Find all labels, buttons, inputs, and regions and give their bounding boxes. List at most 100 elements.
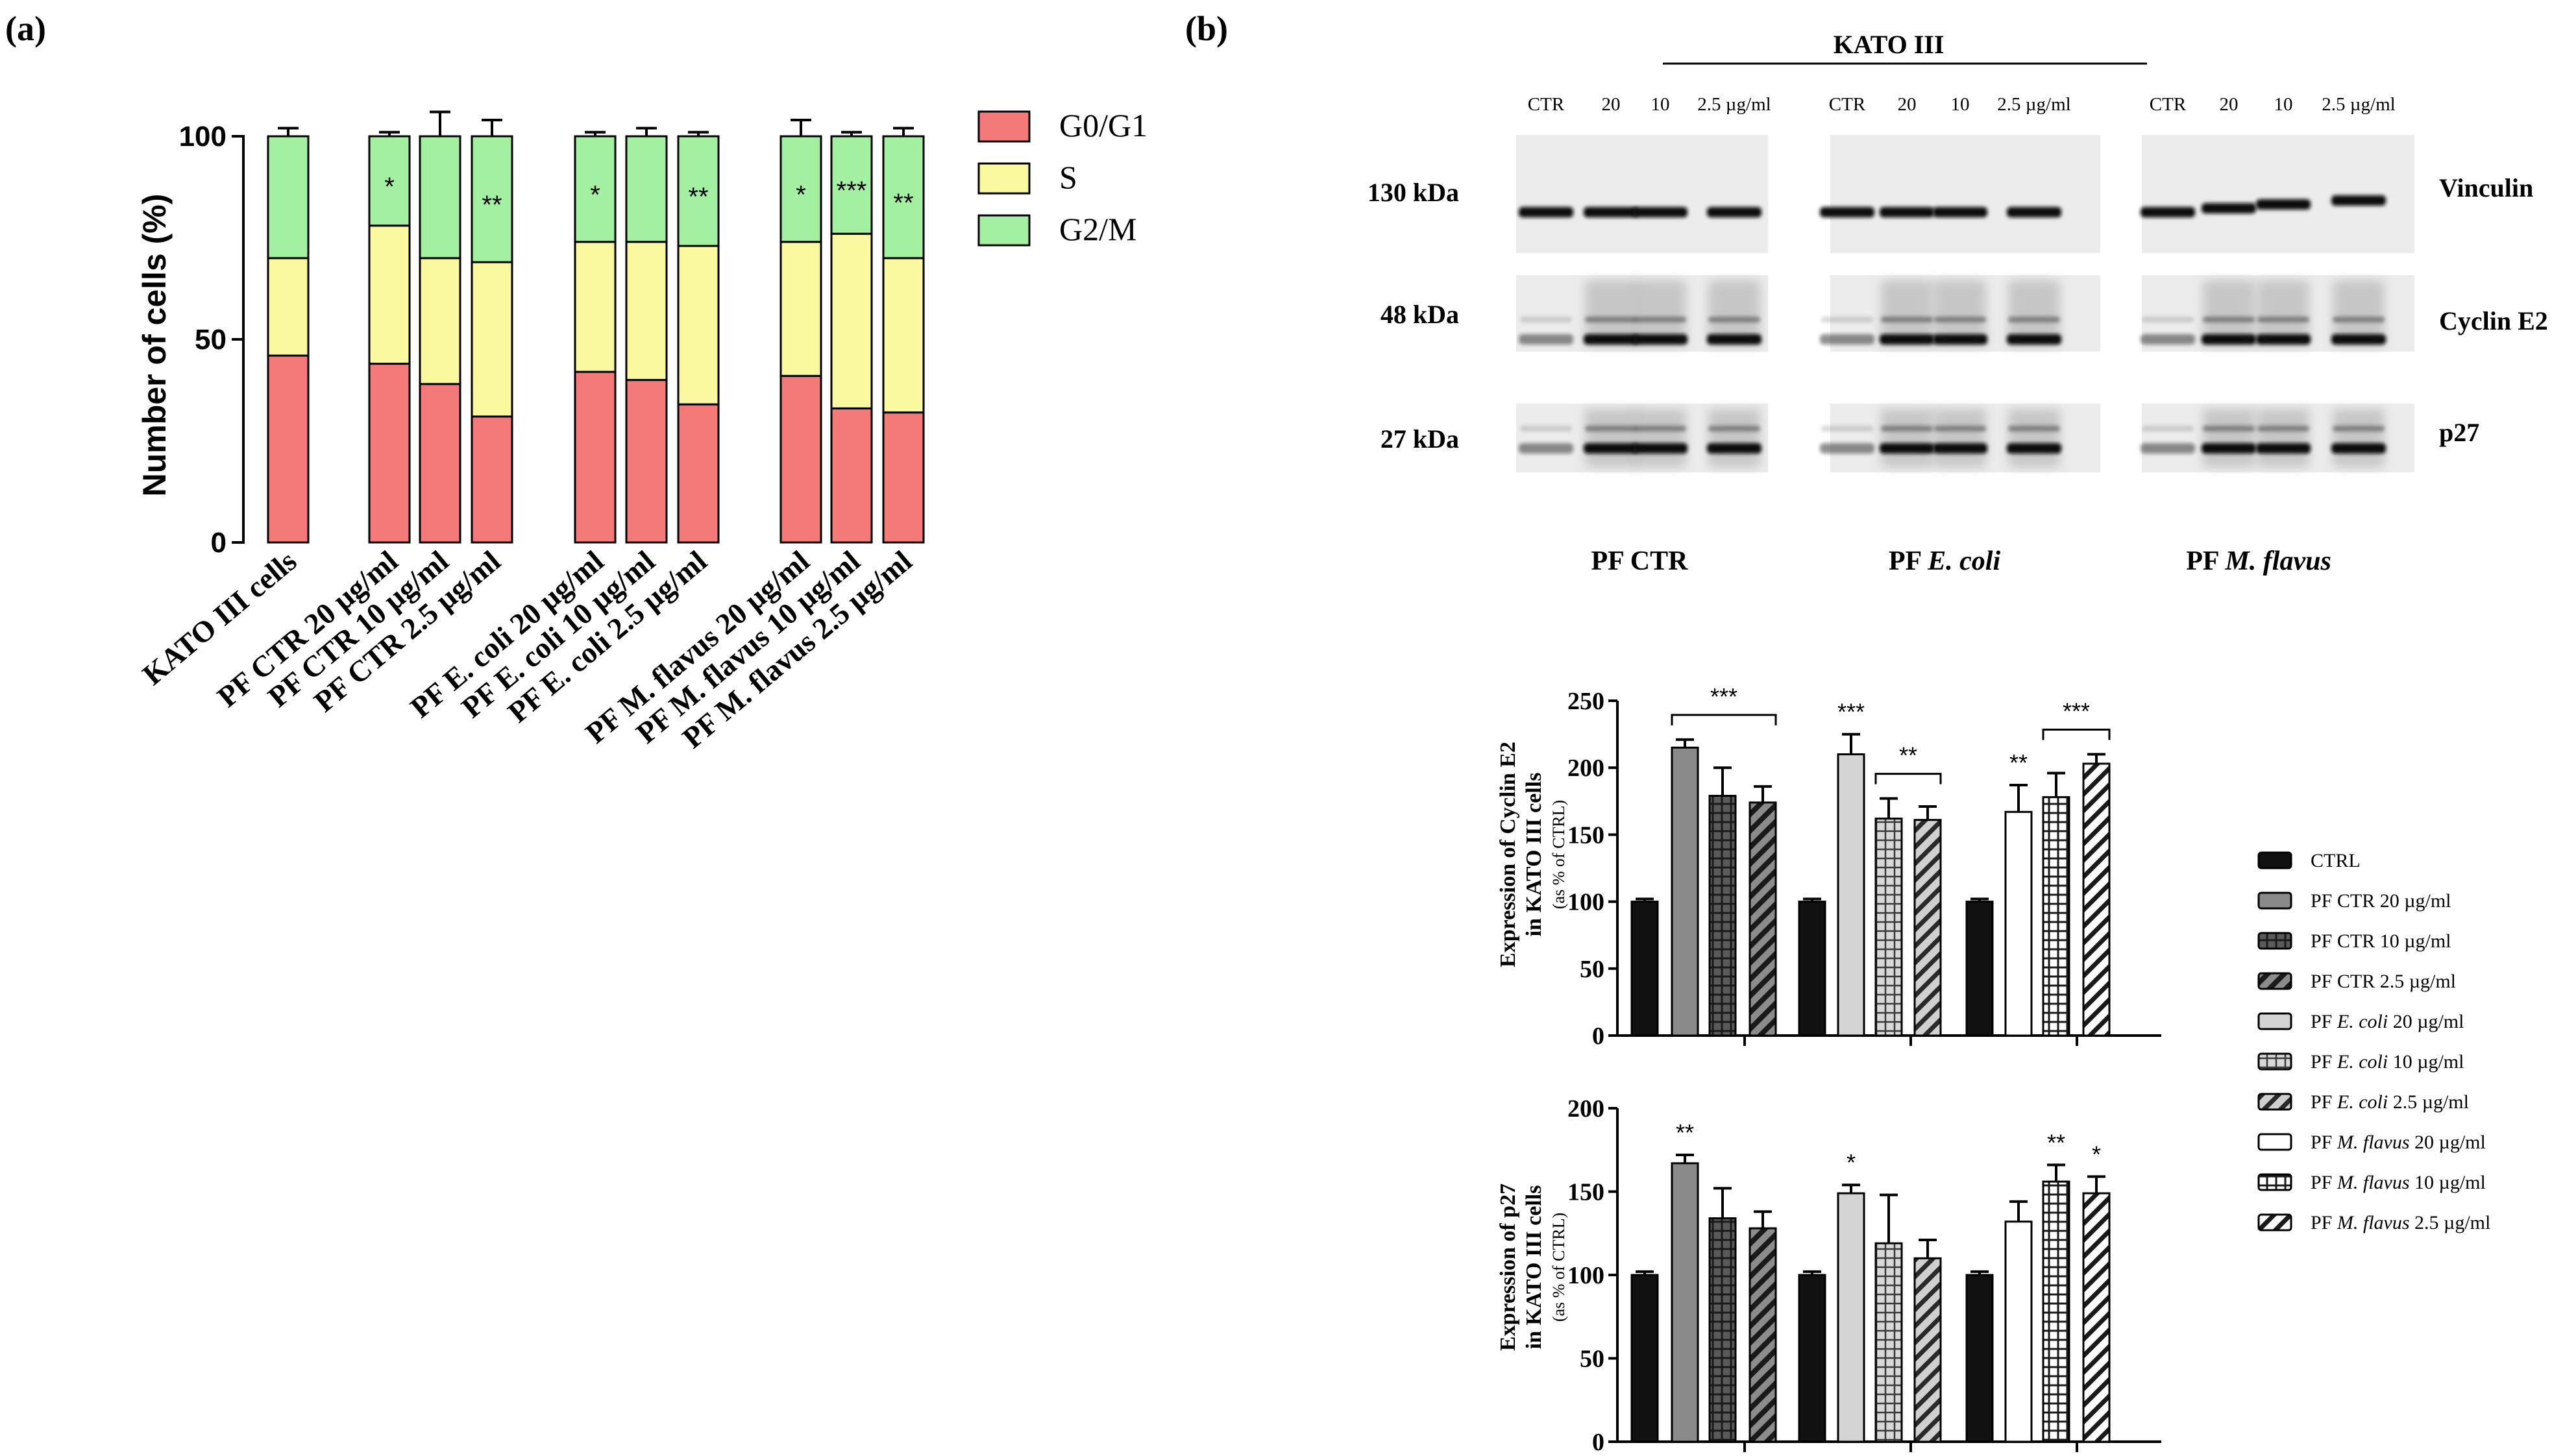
chart-a-y-tick-label: 100 <box>179 121 227 152</box>
bar <box>1671 746 1699 1037</box>
chart-a-bar-segment-g2m <box>419 135 461 260</box>
blot-band <box>1519 443 1573 454</box>
legend-b-label: PF E. coli 10 µg/ml <box>2311 1051 2464 1073</box>
blot-group-label: PF E. coli <box>1889 546 2001 576</box>
y-tick-label: 250 <box>1567 688 1604 715</box>
blot-band <box>1880 443 1934 454</box>
blot-group-label-italic: E. coli <box>1927 546 2000 576</box>
blot-band-faint <box>1708 426 1760 431</box>
blot-band <box>1633 207 1688 217</box>
blot-band-faint <box>1821 317 1873 322</box>
legend-b-label: PF M. flavus 20 µg/ml <box>2311 1132 2486 1153</box>
chart-b2-y-axis-label: Expression of p27 <box>1496 1183 1520 1351</box>
chart-a-bar-segment-g0g1 <box>882 411 925 544</box>
significance-marker: * <box>2092 1141 2101 1167</box>
bar <box>1913 819 1942 1037</box>
blot-band <box>2256 334 2311 345</box>
blot-band-faint <box>1520 426 1572 431</box>
legend-b-swatch <box>2257 1133 2292 1151</box>
blot-lane-label: 10 <box>2274 94 2293 115</box>
bar <box>1630 901 1659 1037</box>
blot-lane-label: 20 <box>2220 94 2239 115</box>
blot-band <box>1880 334 1934 345</box>
blot-band-faint <box>1708 317 1760 322</box>
legend-b-label-italic: M. flavus <box>2337 1172 2410 1193</box>
y-tick-label: 100 <box>1567 889 1604 916</box>
chart-a-bar-segment-g2m <box>368 135 411 227</box>
blot-band <box>1707 334 1761 345</box>
legend-b-label-pre: PF CTR 10 µg/ml <box>2311 930 2451 952</box>
blot-band-faint <box>1520 317 1572 322</box>
y-tick-label: 150 <box>1567 1179 1604 1206</box>
blot-smear <box>2203 409 2255 467</box>
legend-b-label-pre: PF <box>2311 1172 2337 1193</box>
chart-a-bar-segment-g0g1 <box>419 383 461 544</box>
blot-band-faint <box>2142 426 2194 431</box>
blot-band <box>2202 443 2256 454</box>
chart-a-bar-segment-s <box>267 257 310 357</box>
legend-b-label-post: 2.5 µg/ml <box>2410 1212 2491 1233</box>
blot-group-label-pre: PF <box>2186 546 2225 576</box>
chart-a-legend-label: G2/M <box>1059 211 1136 247</box>
chart-a-bar-segment-g2m <box>882 135 925 260</box>
bar <box>1913 1257 1942 1443</box>
chart-a-significance-marker: ** <box>688 183 708 212</box>
blot-band <box>2141 334 2195 345</box>
blot-smear <box>1585 409 1637 467</box>
legend-b-swatch <box>2257 1093 2292 1111</box>
blot-group-label-italic: M. flavus <box>2224 546 2331 576</box>
blot-band-faint <box>1585 317 1637 322</box>
blot-group-label-pre: PF <box>1889 546 1928 576</box>
chart-a-bar-segment-s <box>574 241 617 373</box>
blot-membrane <box>1830 135 2100 253</box>
blot-lane-label: 2.5 µg/ml <box>2322 94 2395 115</box>
chart-a-bar-segment-g2m <box>267 135 310 260</box>
blot-kda-label: 27 kDa <box>1381 424 1459 454</box>
blot-band <box>1820 334 1874 345</box>
blot-smear <box>1881 409 1933 467</box>
blot-band-faint <box>1881 317 1933 322</box>
legend-b-swatch <box>2257 932 2292 950</box>
legend-b-label: PF CTR 20 µg/ml <box>2311 890 2451 912</box>
significance-bracket <box>2042 729 2111 740</box>
y-tick-label: 200 <box>1567 1095 1604 1122</box>
legend-b-label-pre: CTRL <box>2311 850 2361 871</box>
blot-band <box>2141 443 2195 454</box>
blot-band-faint <box>1934 426 1986 431</box>
chart-a-legend-swatch <box>977 162 1031 195</box>
legend-b-label-pre: PF <box>2311 1011 2337 1032</box>
bar <box>1708 1217 1737 1443</box>
blot-band-faint <box>1934 317 1986 322</box>
bar <box>1874 818 1903 1037</box>
legend-b-label-italic: E. coli <box>2337 1011 2388 1032</box>
blot-lane-label: 10 <box>1951 94 1970 115</box>
legend-b-label: PF CTR 10 µg/ml <box>2311 930 2451 952</box>
significance-marker: ** <box>2009 749 2028 776</box>
cyclin-e2-bar-chart: Expression of Cyclin E2 in KATO III cell… <box>1496 683 2161 1050</box>
chart-a-significance-marker: *** <box>837 176 867 205</box>
chart-a-bar-segment-s <box>419 257 461 385</box>
blot-band-faint <box>1634 317 1686 322</box>
bar <box>1749 801 1777 1037</box>
chart-a-bar-segment-s <box>779 241 822 377</box>
chart-a-bar-segment-g0g1 <box>830 407 873 544</box>
bar <box>2004 810 2033 1037</box>
bar <box>1798 901 1826 1037</box>
legend-b-label: CTRL <box>2311 850 2361 871</box>
blot-lane-label: 10 <box>1651 94 1670 115</box>
chart-b2-y-axis-label-line3: (as % of CTRL) <box>1549 1213 1568 1322</box>
legend-b-label: PF M. flavus 10 µg/ml <box>2311 1172 2486 1193</box>
legend-b-swatch <box>2257 851 2292 869</box>
chart-a-bar-segment-s <box>625 241 668 382</box>
blot-smear <box>2257 409 2309 467</box>
blot-band-faint <box>2333 317 2385 322</box>
blot-band <box>1584 443 1638 454</box>
legend-b-label-post: 20 µg/ml <box>2388 1011 2464 1032</box>
blot-band <box>1707 443 1761 454</box>
blot-band-faint <box>2008 426 2060 431</box>
bar <box>2004 1220 2033 1443</box>
blot-lane-label: CTR <box>1528 94 1565 115</box>
blot-band-faint <box>1881 426 1933 431</box>
